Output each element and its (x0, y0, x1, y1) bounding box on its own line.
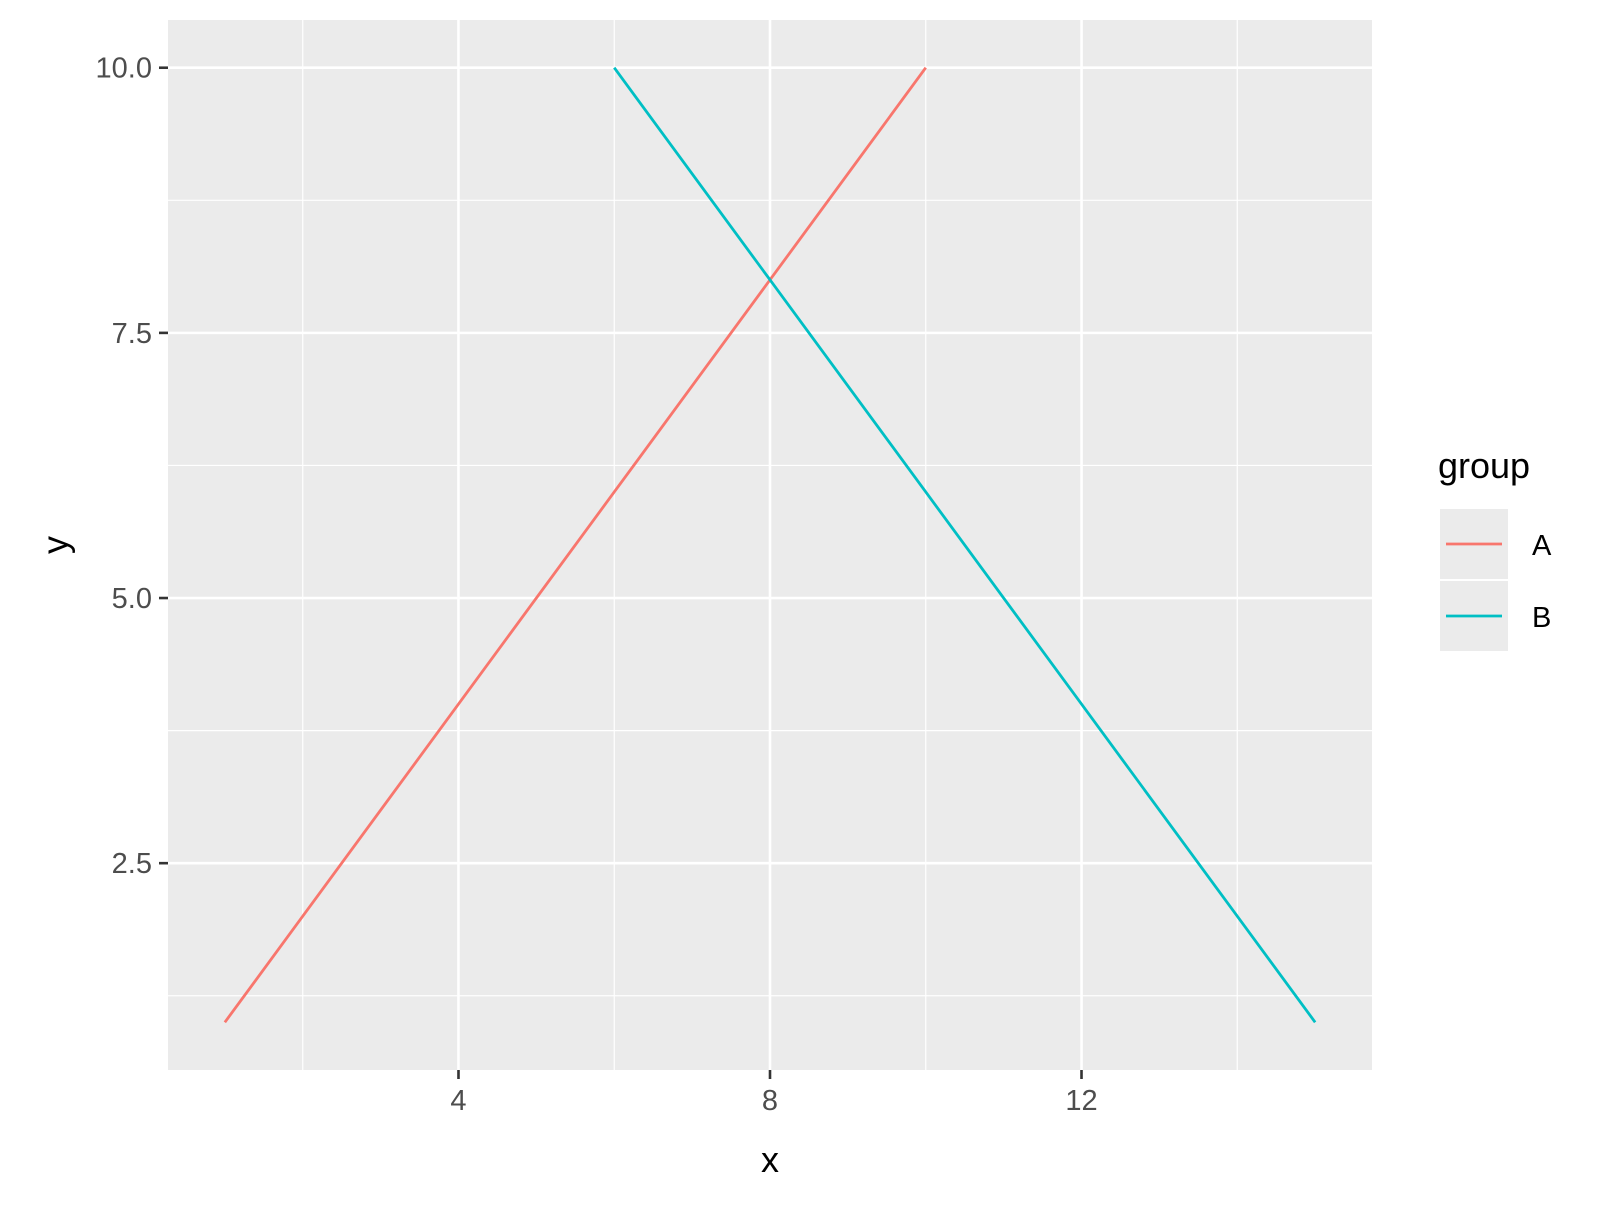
legend-item-b: B (1440, 581, 1551, 651)
x-tick-labels: 4 8 12 (450, 1085, 1097, 1117)
y-tick-label: 7.5 (112, 318, 152, 350)
series-line-b (613, 66, 1317, 1024)
y-axis-title: y (35, 536, 76, 554)
axis-ticks (159, 66, 1083, 1079)
legend-label: B (1532, 602, 1551, 634)
x-tick-label: 4 (450, 1085, 466, 1117)
series-layer (223, 66, 1317, 1024)
x-tick-label: 12 (1065, 1085, 1097, 1117)
legend: group AB (1438, 445, 1552, 651)
x-tick-label: 8 (762, 1085, 778, 1117)
legend-items: AB (1440, 509, 1552, 651)
series-line-a (223, 66, 927, 1024)
x-axis-title: x (761, 1139, 779, 1180)
y-tick-label: 5.0 (112, 583, 152, 615)
y-tick-label: 10.0 (96, 53, 152, 85)
major-gridlines (168, 20, 1372, 1070)
y-tick-labels: 2.5 5.0 7.5 10.0 (96, 53, 152, 880)
legend-title: group (1438, 445, 1530, 486)
legend-item-a: A (1440, 509, 1552, 579)
y-tick-label: 2.5 (112, 848, 152, 880)
legend-label: A (1532, 530, 1552, 562)
